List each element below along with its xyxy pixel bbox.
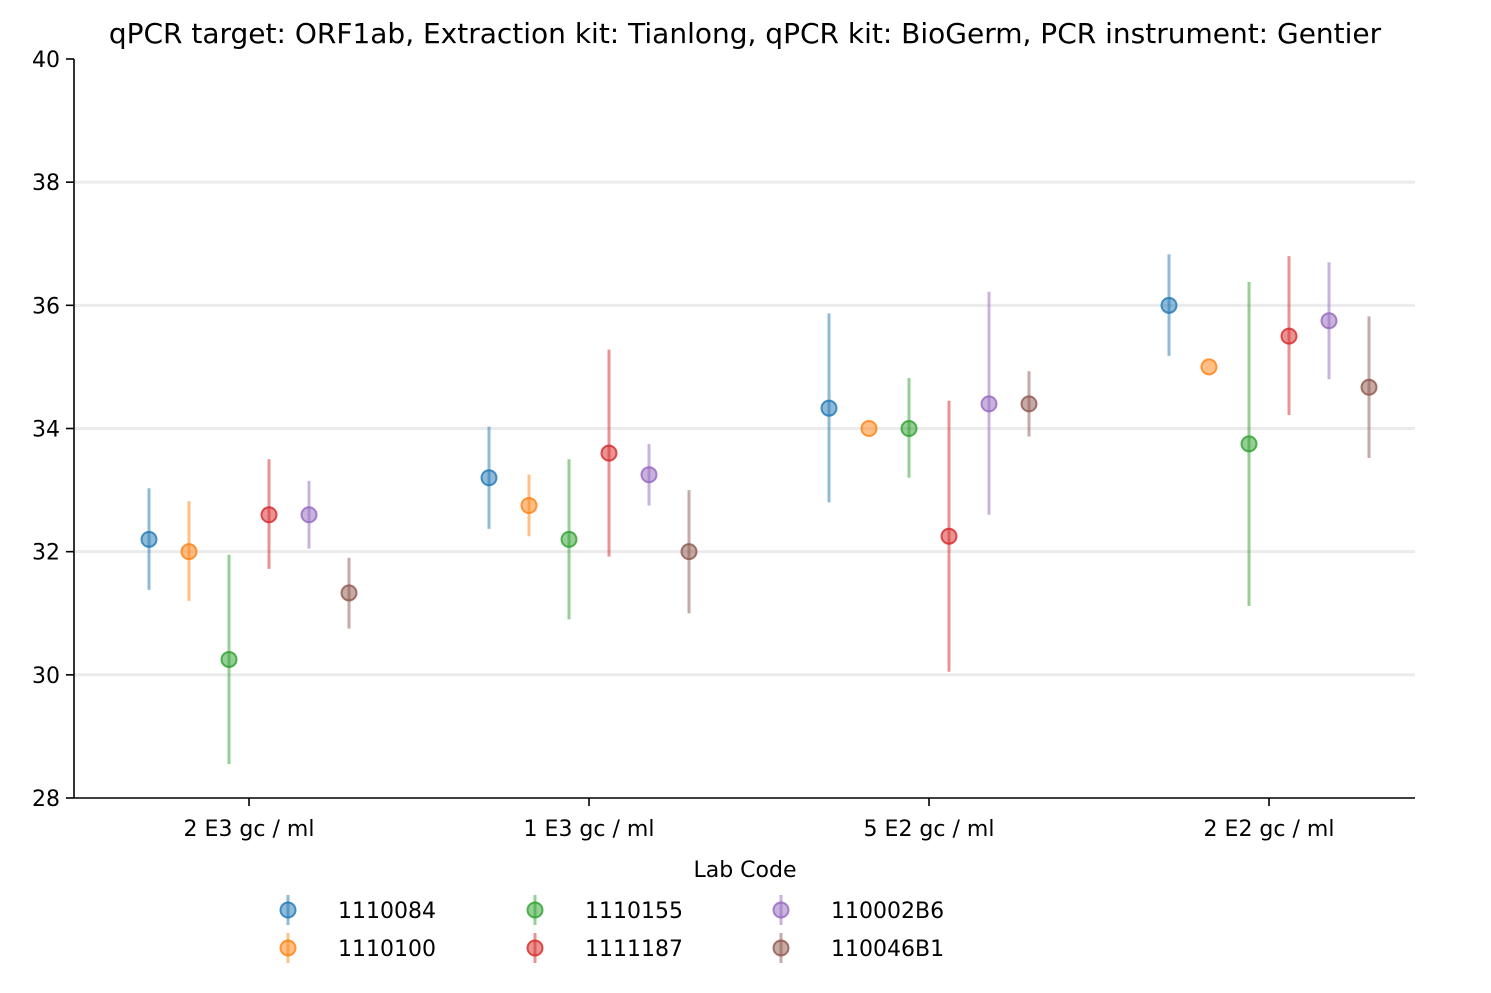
legend-label-1110155: 1110155 xyxy=(585,899,683,924)
point-1110100-1 xyxy=(520,496,538,514)
point-110046B1-0 xyxy=(340,584,358,602)
y-tick-label-2: 32 xyxy=(32,541,60,566)
legend-label-110002B6: 110002B6 xyxy=(831,899,944,924)
x-tick-label-1: 1 E3 gc / ml xyxy=(524,817,655,842)
legend-marker-1110155 xyxy=(526,901,544,919)
gridlines xyxy=(74,180,1415,677)
legend-marker-1110100 xyxy=(279,939,297,957)
legend-label-1110100: 1110100 xyxy=(338,937,436,962)
legend-marker-1110084 xyxy=(279,901,297,919)
point-1110084-2 xyxy=(820,399,838,417)
point-1111187-0 xyxy=(260,506,278,524)
legend-label-110046B1: 110046B1 xyxy=(831,937,944,962)
y-tick-label-5: 38 xyxy=(32,171,60,196)
y-tick-label-1: 30 xyxy=(32,664,60,689)
chart-title: qPCR target: ORF1ab, Extraction kit: Tia… xyxy=(109,17,1382,50)
legend-title: Lab Code xyxy=(693,858,796,883)
point-110002B6-2 xyxy=(980,395,998,413)
point-1111187-2 xyxy=(940,527,958,545)
data-marks xyxy=(140,254,1378,765)
point-110046B1-3 xyxy=(1360,378,1378,396)
point-110046B1-2 xyxy=(1020,395,1038,413)
point-1110100-0 xyxy=(180,543,198,561)
point-110046B1-1 xyxy=(680,543,698,561)
y-tick-label-4: 36 xyxy=(32,294,60,319)
point-1110155-0 xyxy=(220,650,238,668)
point-110002B6-0 xyxy=(300,506,318,524)
legend-marker-110046B1 xyxy=(772,939,790,957)
point-1110084-1 xyxy=(480,469,498,487)
y-tick-label-6: 40 xyxy=(32,48,60,73)
legend: Lab Code 1110084 1110100 1110155 1111187 110… xyxy=(279,858,944,963)
point-1110084-3 xyxy=(1160,296,1178,314)
y-tick-label-0: 28 xyxy=(32,787,60,812)
point-110002B6-3 xyxy=(1320,312,1338,330)
legend-marker-1111187 xyxy=(526,939,544,957)
x-tick-label-2: 5 E2 gc / ml xyxy=(864,817,995,842)
point-1110100-3 xyxy=(1200,358,1218,376)
legend-label-1111187: 1111187 xyxy=(585,937,683,962)
point-1111187-3 xyxy=(1280,327,1298,345)
x-tick-label-0: 2 E3 gc / ml xyxy=(184,817,315,842)
legend-label-1110084: 1110084 xyxy=(338,899,436,924)
point-1110155-1 xyxy=(560,530,578,548)
axes: 28 30 32 34 36 38 40 2 E3 gc / ml 1 E3 gc / ml 5 … xyxy=(32,48,1415,842)
x-tick-label-3: 2 E2 gc / ml xyxy=(1204,817,1335,842)
point-1110084-0 xyxy=(140,530,158,548)
y-tick-label-3: 34 xyxy=(32,418,60,443)
point-1110155-3 xyxy=(1240,435,1258,453)
point-1111187-1 xyxy=(600,444,618,462)
point-110002B6-1 xyxy=(640,466,658,484)
legend-marker-110002B6 xyxy=(772,901,790,919)
point-1110100-2 xyxy=(860,420,878,437)
point-1110155-2 xyxy=(900,420,918,437)
